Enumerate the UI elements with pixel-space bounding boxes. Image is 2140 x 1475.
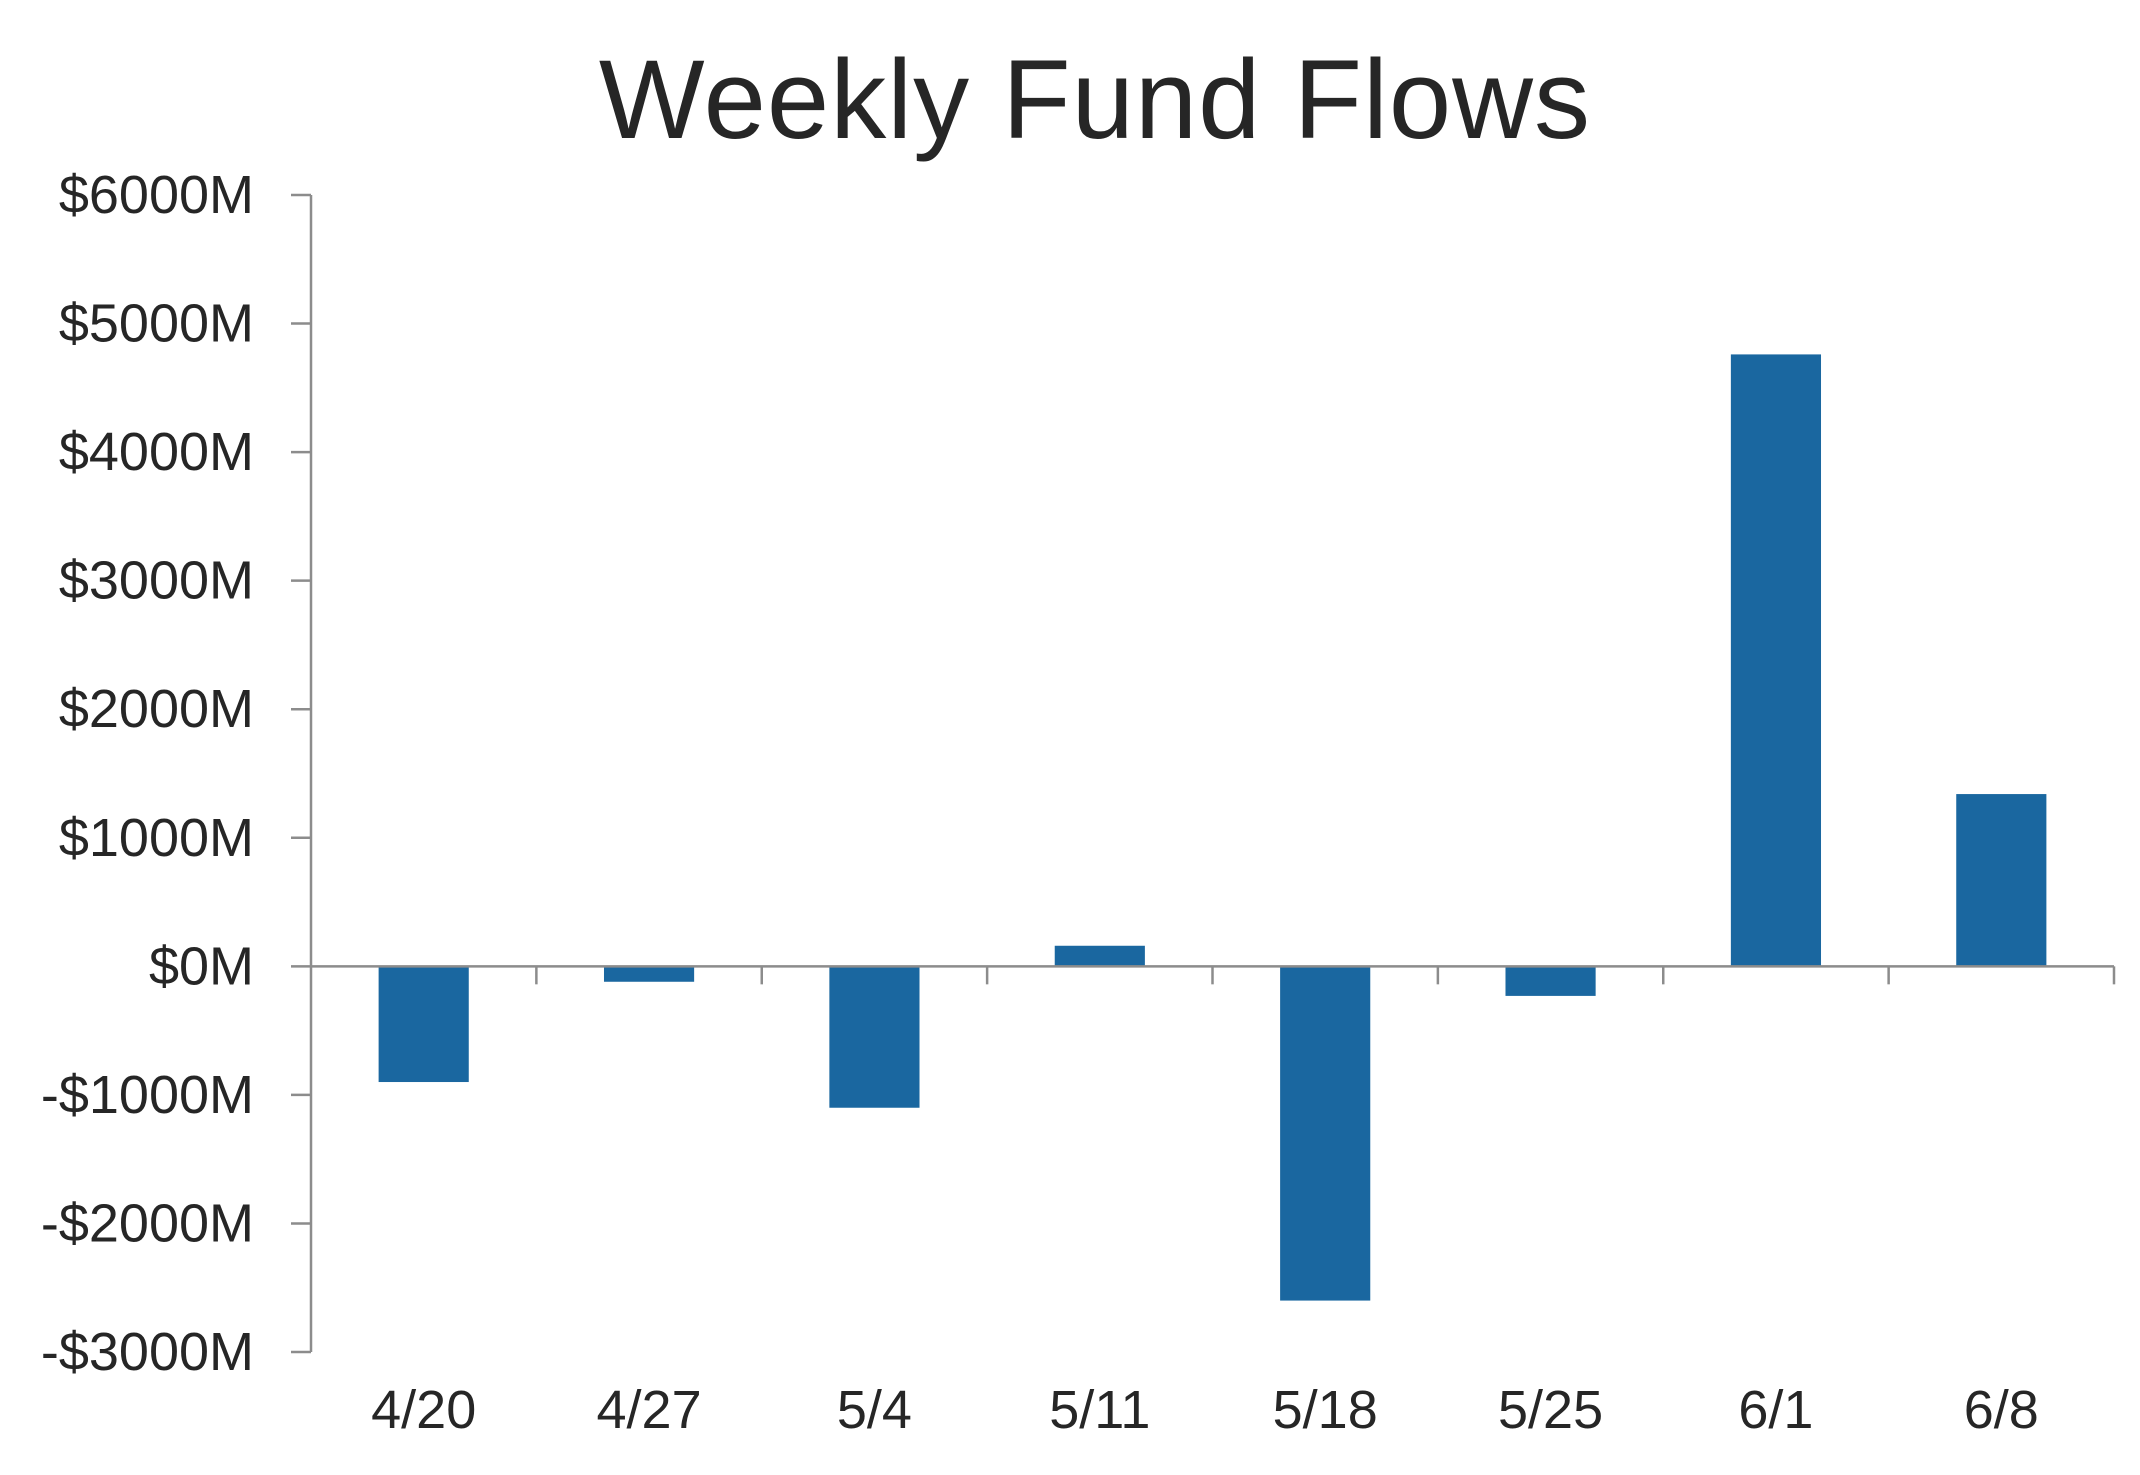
y-tick-label: $6000M [59,165,254,225]
bar-4-27 [603,966,695,982]
y-tick-label: -$2000M [41,1193,254,1253]
bar-6-1 [1730,354,1822,967]
chart-title: Weekly Fund Flows [598,37,1592,162]
y-tick-label: $4000M [59,422,254,482]
x-axis: 4/20 4/27 5/4 5/11 5/18 5/25 6/1 6/8 [311,965,2116,1440]
bars [378,354,2047,1301]
y-tick-label: $1000M [59,808,254,868]
x-tick-label: 4/27 [597,1380,702,1440]
bar-6-8 [1956,794,2047,967]
y-axis: $6000M $5000M $4000M $3000M $2000M $1000M $0M -… [41,165,313,1382]
bar-5-11 [1054,945,1145,967]
y-tick-label: -$1000M [41,1065,254,1125]
bar-5-4 [829,966,920,1108]
y-tick-label: $2000M [59,679,254,739]
x-tick-label: 5/18 [1273,1380,1378,1440]
x-tick-label: 5/25 [1498,1380,1603,1440]
x-tick-label: 5/4 [837,1380,912,1440]
bar-5-18 [1280,966,1371,1301]
x-tick-label: 5/11 [1049,1380,1150,1440]
x-tick-label: 4/20 [371,1380,476,1440]
y-tick-label: $5000M [59,294,254,354]
y-tick-label: -$3000M [41,1322,254,1382]
y-tick-label: $3000M [59,551,254,611]
x-tick-label: 6/1 [1738,1380,1813,1440]
x-tick-label: 6/8 [1964,1380,2039,1440]
y-tick-label: $0M [149,936,254,996]
bar-4-20 [378,966,469,1083]
bar-5-25 [1505,966,1596,996]
